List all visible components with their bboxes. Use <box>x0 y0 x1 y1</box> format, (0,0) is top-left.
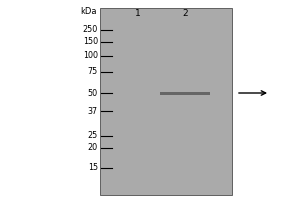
Text: 20: 20 <box>88 144 98 152</box>
Text: 15: 15 <box>88 164 98 172</box>
Text: 1: 1 <box>135 9 141 19</box>
Bar <box>160 92 210 95</box>
Text: 50: 50 <box>88 88 98 98</box>
Text: 2: 2 <box>182 9 188 19</box>
Text: 100: 100 <box>83 51 98 60</box>
Bar <box>100 8 232 195</box>
Text: 37: 37 <box>88 106 98 116</box>
Text: 250: 250 <box>83 25 98 34</box>
Text: 25: 25 <box>88 132 98 140</box>
Text: kDa: kDa <box>80 7 97 17</box>
Text: 150: 150 <box>83 38 98 46</box>
Text: 75: 75 <box>88 68 98 76</box>
